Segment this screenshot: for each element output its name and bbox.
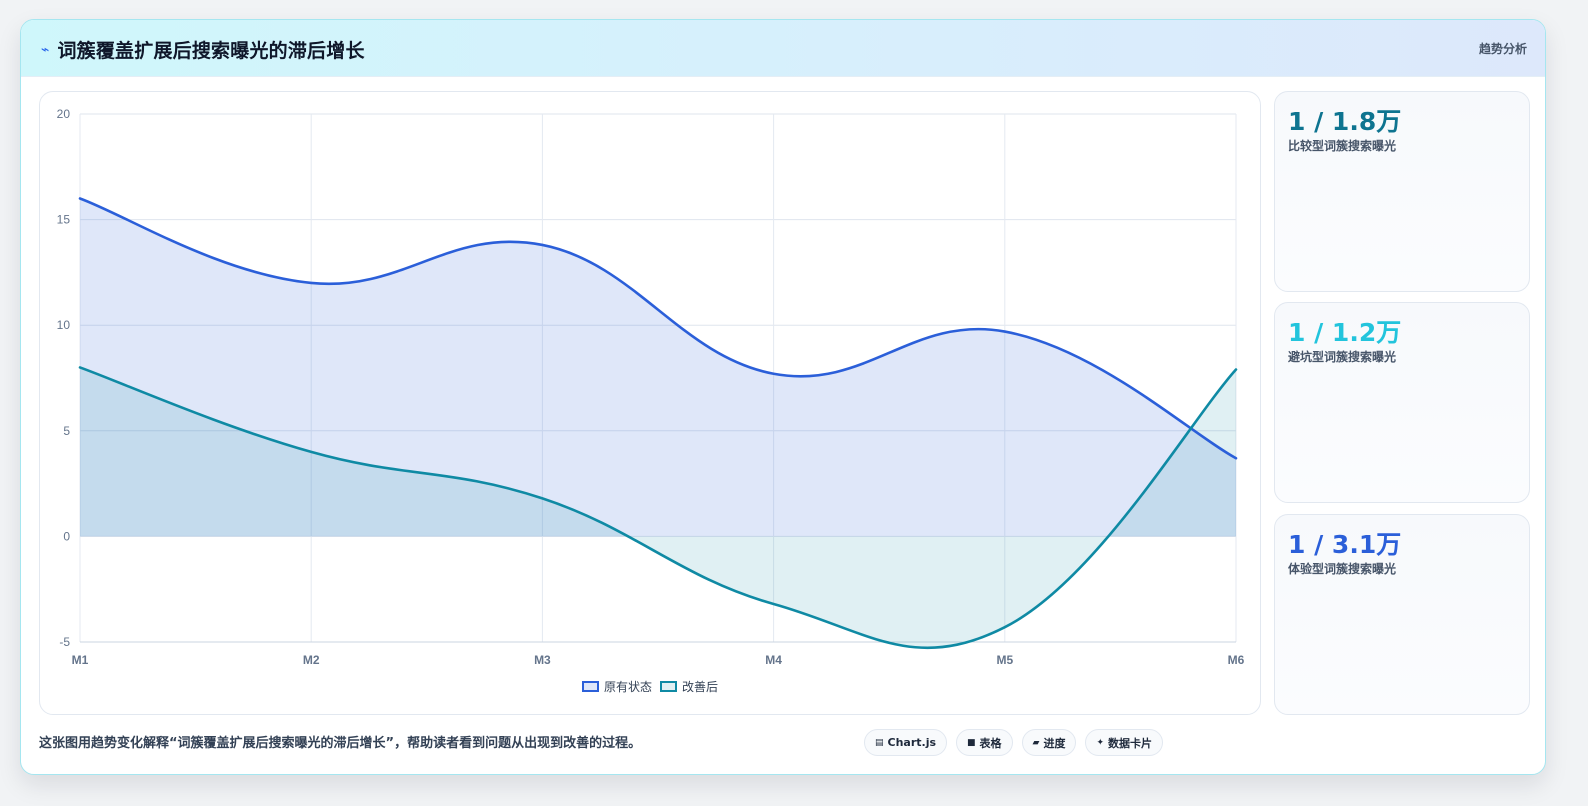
chart-caption: 这张图用趋势变化解释“词簇覆盖扩展后搜索曝光的滞后增长”，帮助读者看到问题从出现… xyxy=(39,736,642,751)
chip-chartjs[interactable]: ▤ Chart.js xyxy=(864,729,948,756)
series-line-1 xyxy=(78,366,1238,650)
y-tick-label: -5 xyxy=(59,635,70,649)
stat-value: 1 / 1.2万 xyxy=(1288,318,1402,347)
chart-legend: 原有状态 改善后 xyxy=(40,678,1260,695)
stat-value: 1 / 3.1万 xyxy=(1288,530,1402,559)
x-tick-label: M3 xyxy=(534,653,551,667)
stat-value: 1 / 1.8万 xyxy=(1288,107,1402,136)
stat-card-comparison: 1 / 1.8万 比较型词簇搜索曝光 xyxy=(1274,91,1530,292)
chip-data-card[interactable]: ✦ 数据卡片 xyxy=(1085,729,1164,756)
y-tick-label: 0 xyxy=(63,529,70,543)
table-icon: ■ xyxy=(967,737,976,748)
stat-label: 体验型词簇搜索曝光 xyxy=(1288,562,1397,576)
series-area-0 xyxy=(80,198,1236,537)
header-tag: 趋势分析 xyxy=(1478,42,1527,56)
stat-card-avoid: 1 / 1.2万 避坑型词簇搜索曝光 xyxy=(1274,302,1530,503)
y-tick-label: 5 xyxy=(63,424,70,438)
chip-label: 进度 xyxy=(1043,736,1066,750)
chart-panel: 20 15 10 5 0 -5 M1 M2 M3 M4 M5 M6 原有状态 改善后 xyxy=(39,91,1261,715)
series-area-1 xyxy=(80,367,1236,648)
legend-item-series-0[interactable]: 原有状态 xyxy=(581,678,652,695)
legend-label: 原有状态 xyxy=(603,680,652,694)
stat-label: 比较型词簇搜索曝光 xyxy=(1288,139,1397,153)
card-header: ⌁ 词簇覆盖扩展后搜索曝光的滞后增长 趋势分析 xyxy=(21,20,1545,77)
y-tick-label: 20 xyxy=(57,107,71,121)
x-tick-label: M6 xyxy=(1228,653,1245,667)
stat-card-experience: 1 / 3.1万 体验型词簇搜索曝光 xyxy=(1274,514,1530,715)
progress-icon: ▰ xyxy=(1032,737,1040,748)
series-line-0 xyxy=(78,197,1238,460)
x-tick-label: M2 xyxy=(303,653,320,667)
area-chart: 20 15 10 5 0 -5M1 M2 M3 M4 M5 M6 xyxy=(57,107,1245,667)
bolt-icon: ⌁ xyxy=(41,41,50,58)
stat-label: 避坑型词簇搜索曝光 xyxy=(1288,350,1397,364)
x-tick-label: M5 xyxy=(996,653,1013,667)
x-tick-label: M1 xyxy=(72,653,89,667)
chip-list: ▤ Chart.js ■ 表格 ▰ 进度 ✦ 数据卡片 xyxy=(864,729,1164,756)
chart-icon: ▤ xyxy=(875,737,884,748)
chip-table[interactable]: ■ 表格 xyxy=(956,729,1013,756)
legend-label: 改善后 xyxy=(682,680,719,694)
legend-swatch xyxy=(581,681,599,692)
chart-card: ⌁ 词簇覆盖扩展后搜索曝光的滞后增长 趋势分析 20 15 10 5 0 -5 M1 M2 M3… xyxy=(20,19,1546,775)
legend-swatch xyxy=(660,681,677,692)
sparkle-icon: ✦ xyxy=(1096,737,1105,748)
chip-progress[interactable]: ▰ 进度 xyxy=(1021,729,1077,756)
chip-label: 表格 xyxy=(979,736,1002,750)
legend-item-series-1[interactable]: 改善后 xyxy=(660,678,718,695)
page-title: 词簇覆盖扩展后搜索曝光的滞后增长 xyxy=(57,40,365,62)
chip-label: Chart.js xyxy=(887,736,937,749)
y-tick-label: 10 xyxy=(57,318,71,332)
chip-label: 数据卡片 xyxy=(1108,736,1153,750)
x-tick-label: M4 xyxy=(765,653,782,667)
y-tick-label: 15 xyxy=(57,213,71,227)
